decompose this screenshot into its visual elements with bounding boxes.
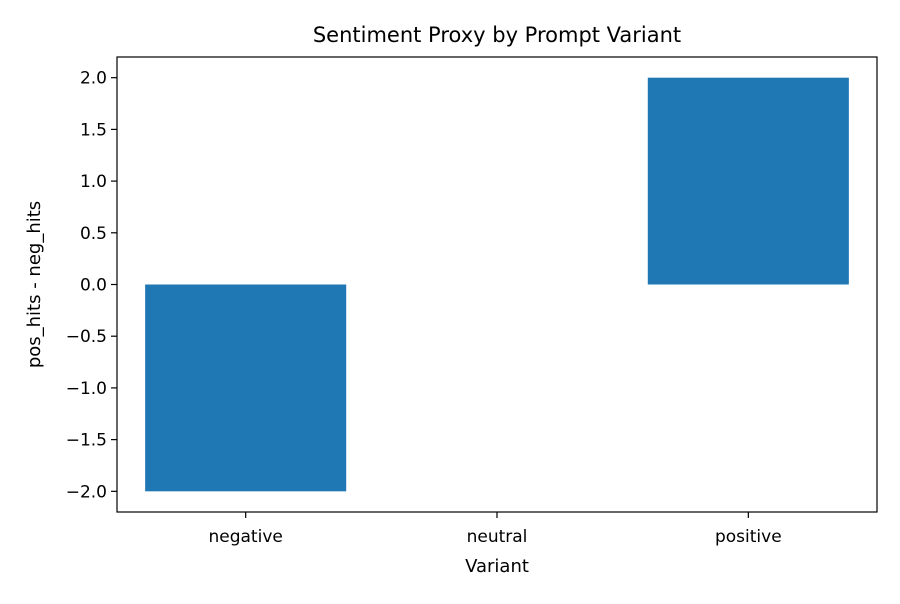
chart-title: Sentiment Proxy by Prompt Variant xyxy=(313,23,681,47)
x-axis: negative neutral positive xyxy=(208,512,781,547)
y-axis: −2.0 −1.5 −1.0 −0.5 0.0 0.5 1.0 1.5 2.0 xyxy=(66,69,117,503)
bars-group xyxy=(145,78,849,492)
bar-negative xyxy=(145,285,346,492)
y-axis-label: pos_hits - neg_hits xyxy=(24,201,45,368)
x-tick-label: neutral xyxy=(467,527,528,547)
y-tick-label: 1.5 xyxy=(80,120,107,140)
x-tick-label: positive xyxy=(715,527,782,547)
y-tick-label: −2.0 xyxy=(66,482,107,502)
y-tick-label: −1.5 xyxy=(66,431,107,451)
y-tick-label: 0.0 xyxy=(80,276,107,296)
x-axis-label: Variant xyxy=(465,556,529,577)
y-tick-label: 1.0 xyxy=(80,172,107,192)
bar-positive xyxy=(648,78,849,285)
y-tick-label: 0.5 xyxy=(80,224,107,244)
y-tick-label: 2.0 xyxy=(80,69,107,89)
y-tick-label: −1.0 xyxy=(66,379,107,399)
y-tick-label: −0.5 xyxy=(66,327,107,347)
x-tick-label: negative xyxy=(208,527,282,547)
